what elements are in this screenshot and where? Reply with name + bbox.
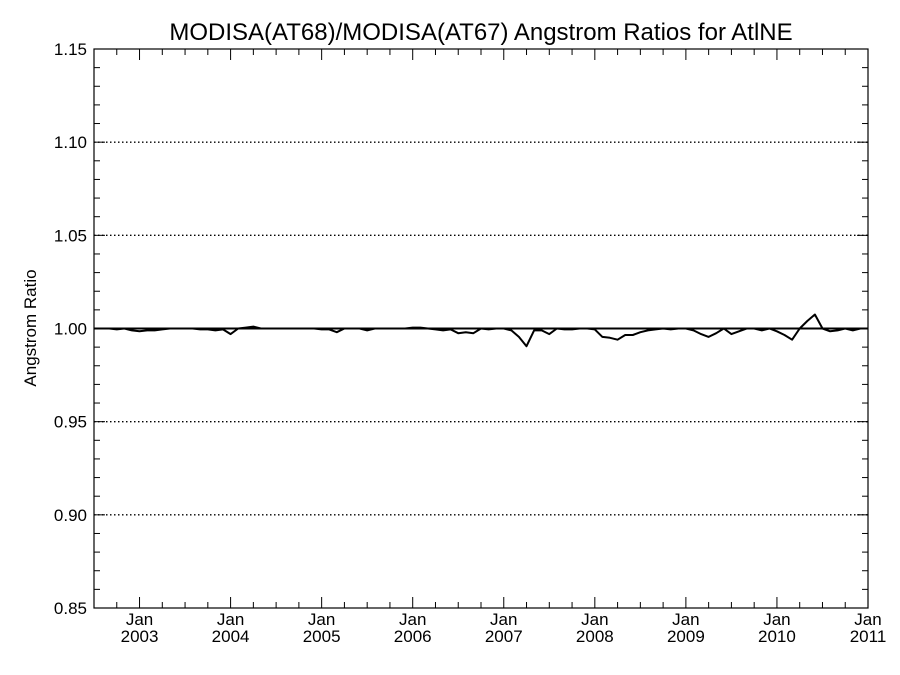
x-tick-label-year: 2003 [121, 627, 159, 646]
series-line [94, 313, 868, 348]
x-tick-label-year: 2008 [576, 627, 614, 646]
y-tick-label: 1.10 [54, 133, 87, 152]
x-tick-label-month: Jan [672, 610, 699, 629]
x-tick-label-year: 2010 [758, 627, 796, 646]
x-tick-label-month: Jan [854, 610, 881, 629]
x-tick-label-month: Jan [763, 610, 790, 629]
x-tick-label-year: 2007 [485, 627, 523, 646]
x-ticks: Jan2003Jan2004Jan2005Jan2006Jan2007Jan20… [93, 49, 887, 646]
x-tick-label-year: 2009 [667, 627, 705, 646]
x-tick-label-month: Jan [308, 610, 335, 629]
y-tick-label: 1.00 [54, 320, 87, 339]
x-tick-label-year: 2005 [303, 627, 341, 646]
chart-title: MODISA(AT68)/MODISA(AT67) Angstrom Ratio… [169, 19, 792, 46]
y-tick-label: 0.95 [54, 413, 87, 432]
x-tick-label-month: Jan [490, 610, 517, 629]
x-tick-label-month: Jan [217, 610, 244, 629]
y-ticks: 0.85 0.90 0.95 1.00 1.05 1.10 1.15 [54, 40, 868, 618]
y-tick-label: 1.15 [54, 40, 87, 59]
y-tick-label: 1.05 [54, 226, 87, 245]
x-tick-label-year: 2006 [394, 627, 432, 646]
x-tick-label-month: Jan [126, 610, 153, 629]
y-tick-label: 0.90 [54, 506, 87, 525]
x-tick-label-month: Jan [399, 610, 426, 629]
y-axis-label: Angstrom Ratio [21, 269, 40, 386]
gridlines [94, 141, 868, 516]
x-tick-label-month: Jan [581, 610, 608, 629]
x-tick-label-year: 2011 [850, 627, 887, 646]
y-tick-label: 0.85 [54, 599, 87, 618]
series-group [94, 313, 868, 348]
x-tick-label-year: 2004 [212, 627, 250, 646]
